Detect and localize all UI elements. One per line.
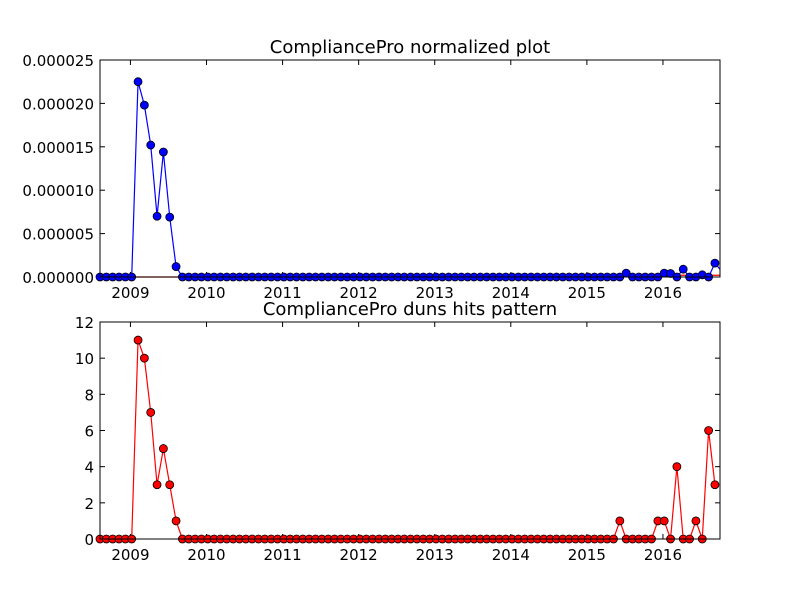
normalized-data-point bbox=[133, 77, 143, 87]
duns-hits-y-tick-label: 12 bbox=[75, 314, 94, 332]
duns-hits-frame bbox=[99, 321, 721, 540]
normalized-x-tick-label: 2016 bbox=[644, 284, 682, 302]
duns-hits-data-point bbox=[704, 426, 713, 435]
duns-hits-axes: CompliancePro duns hits pattern 0 2 4 6 8 10 1… bbox=[75, 299, 721, 564]
duns-hits-data-point bbox=[165, 480, 175, 490]
duns-hits-title: CompliancePro duns hits pattern bbox=[263, 299, 557, 320]
normalized-data-point bbox=[139, 100, 149, 110]
normalized-x-tick-label: 2009 bbox=[111, 284, 149, 302]
duns-hits-y-tick-label: 6 bbox=[84, 423, 94, 441]
normalized-y-tick-label: 0.000010 bbox=[22, 182, 94, 200]
normalized-y-tick-label: 0.000000 bbox=[22, 269, 94, 287]
duns-hits-data-point bbox=[659, 516, 669, 526]
normalized-y-tick-label: 0.000025 bbox=[22, 52, 94, 70]
normalized-data-point bbox=[152, 211, 162, 221]
duns-hits-y-tick-label: 10 bbox=[75, 350, 94, 368]
duns-hits-x-tick-label: 2010 bbox=[187, 546, 225, 564]
duns-hits-data-point bbox=[146, 408, 156, 417]
duns-hits-x-tick-label: 2013 bbox=[416, 546, 454, 564]
normalized-plot-title: CompliancePro normalized plot bbox=[270, 37, 550, 58]
duns-hits-data-point bbox=[171, 516, 181, 526]
duns-hits-y-tick-label: 4 bbox=[84, 459, 94, 477]
duns-hits-x-tick-label: 2012 bbox=[340, 546, 378, 564]
normalized-x-tick-label: 2014 bbox=[492, 284, 530, 302]
normalized-data-point bbox=[165, 212, 175, 222]
duns-hits-x-tick-label: 2016 bbox=[644, 546, 682, 564]
normalized-plot-axes: CompliancePro normalized plot 0.000000 0.… bbox=[22, 37, 721, 302]
duns-hits-data-point bbox=[710, 480, 720, 490]
normalized-data-point bbox=[171, 262, 181, 271]
duns-hits-data-point bbox=[158, 444, 168, 453]
normalized-x-tick-label: 2011 bbox=[263, 284, 301, 302]
duns-hits-data-point bbox=[672, 462, 682, 472]
normalized-y-tick-label: 0.000020 bbox=[22, 95, 94, 113]
normalized-data-point bbox=[678, 264, 688, 274]
normalized-x-tick-label: 2015 bbox=[568, 284, 606, 302]
normalized-y-tick-label: 0.000015 bbox=[22, 139, 94, 157]
normalized-plot-frame bbox=[99, 59, 721, 278]
duns-hits-y-tick-label: 0 bbox=[84, 531, 94, 549]
duns-hits-data-point bbox=[133, 335, 143, 345]
duns-hits-y-tick-label: 2 bbox=[84, 495, 94, 513]
duns-hits-x-tick-label: 2015 bbox=[568, 546, 606, 564]
normalized-data-point bbox=[710, 258, 720, 268]
duns-hits-x-tick-label: 2009 bbox=[111, 546, 149, 564]
normalized-x-tick-label: 2010 bbox=[187, 284, 225, 302]
normalized-x-tick-label: 2012 bbox=[340, 284, 378, 302]
duns-hits-data-point bbox=[615, 516, 625, 526]
duns-hits-x-tick-label: 2011 bbox=[263, 546, 301, 564]
normalized-data-point bbox=[146, 140, 156, 150]
duns-hits-data-point bbox=[152, 480, 162, 490]
duns-hits-y-tick-label: 8 bbox=[84, 386, 94, 404]
normalized-x-tick-label: 2013 bbox=[416, 284, 454, 302]
normalized-data-point bbox=[158, 147, 168, 157]
normalized-y-tick-label: 0.000005 bbox=[22, 226, 94, 244]
duns-hits-x-tick-label: 2014 bbox=[492, 546, 530, 564]
duns-hits-data-point bbox=[139, 353, 149, 363]
duns-hits-data-point bbox=[691, 516, 701, 526]
